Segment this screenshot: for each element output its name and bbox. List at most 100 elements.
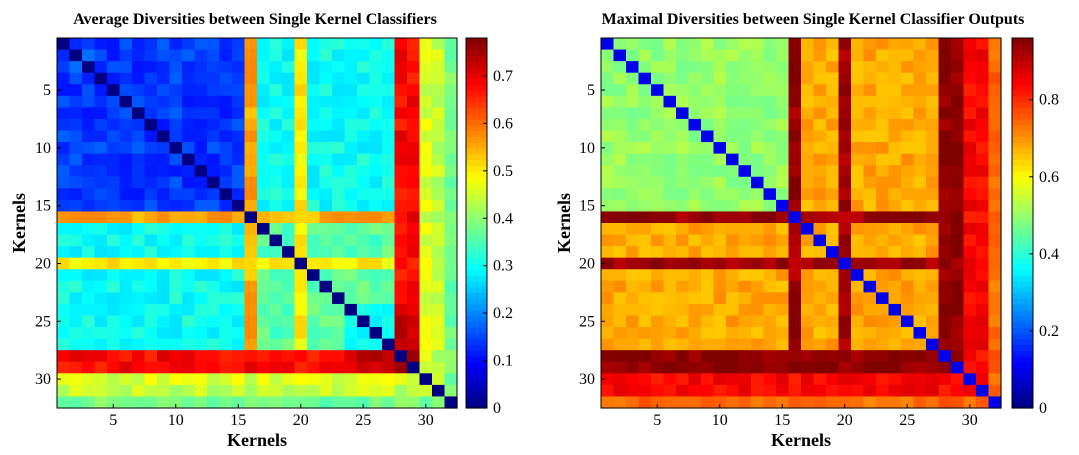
heatmap-cell: [751, 373, 765, 386]
colorbar-tick-label: 0.1: [493, 353, 513, 370]
heatmap-cell: [432, 38, 446, 51]
heatmap-cell: [976, 373, 990, 386]
heatmap-cell: [688, 153, 702, 166]
heatmap-cell: [751, 257, 765, 270]
heatmap-cell: [357, 95, 371, 108]
heatmap-cell: [763, 338, 777, 351]
heatmap-cell: [813, 188, 827, 201]
heatmap-cell: [344, 350, 358, 363]
heatmap-cell: [119, 72, 133, 85]
heatmap-cell: [663, 223, 677, 236]
heatmap-cell: [207, 246, 221, 259]
heatmap-cell: [107, 49, 121, 62]
heatmap-cell: [94, 315, 108, 328]
heatmap-cell: [444, 280, 458, 293]
heatmap-cell: [638, 165, 652, 178]
heatmap-cell: [82, 107, 96, 120]
heatmap-cell: [69, 165, 83, 178]
heatmap-cell: [863, 280, 877, 293]
y-tick-label: 30: [35, 371, 51, 388]
heatmap-cell: [776, 176, 790, 189]
heatmap-cell: [394, 61, 408, 74]
heatmap-cell: [394, 199, 408, 213]
heatmap-cell: [319, 373, 333, 386]
heatmap-cell: [419, 84, 433, 97]
heatmap-cell: [157, 361, 171, 374]
heatmap-cell: [751, 84, 765, 97]
heatmap-cell: [663, 165, 677, 178]
heatmap-cell: [713, 61, 727, 74]
heatmap-cell: [219, 361, 233, 374]
heatmap-cell: [988, 142, 1002, 155]
heatmap-cell: [713, 49, 727, 62]
heatmap-cell: [676, 188, 690, 201]
heatmap-cell: [863, 165, 877, 178]
heatmap-cell: [257, 361, 271, 374]
heatmap-cell: [626, 107, 640, 120]
heatmap-cell: [851, 165, 865, 178]
heatmap-cell: [132, 361, 146, 374]
heatmap-cell: [294, 130, 308, 143]
heatmap-cell: [726, 327, 740, 340]
heatmap-cell: [901, 315, 915, 328]
heatmap-cell: [207, 38, 221, 51]
heatmap-cell: [801, 223, 815, 236]
heatmap-cell: [369, 84, 383, 97]
heatmap-cell: [432, 95, 446, 108]
heatmap-cell: [626, 165, 640, 178]
heatmap-cell: [357, 107, 371, 120]
heatmap-cell: [876, 199, 890, 213]
heatmap-cell: [419, 153, 433, 166]
heatmap-cell: [269, 303, 283, 317]
heatmap-cell: [194, 176, 208, 189]
heatmap-cell: [407, 327, 421, 340]
heatmap-cell: [951, 130, 965, 143]
heatmap-cell: [676, 327, 690, 340]
heatmap-cell: [713, 338, 727, 351]
heatmap-cell: [57, 327, 71, 340]
heatmap-cell: [57, 384, 71, 398]
heatmap-cell: [913, 269, 927, 282]
heatmap-cell: [57, 38, 71, 51]
heatmap-cell: [407, 384, 421, 398]
heatmap-cell: [144, 361, 158, 374]
colorbar-swatch: [466, 211, 487, 218]
heatmap-cell: [801, 315, 815, 328]
heatmap-cell: [269, 211, 283, 224]
heatmap-cell: [613, 361, 627, 374]
heatmap-cell: [407, 95, 421, 108]
heatmap-cell: [826, 107, 840, 120]
heatmap-cell: [713, 292, 727, 305]
heatmap-cell: [57, 165, 71, 178]
heatmap-cell: [976, 84, 990, 97]
heatmap-cell: [169, 292, 183, 305]
heatmap-cell: [444, 269, 458, 282]
heatmap-cell: [988, 188, 1002, 201]
heatmap-cell: [651, 315, 665, 328]
heatmap-cell: [294, 84, 308, 97]
heatmap-cell: [182, 292, 196, 305]
heatmap-cell: [751, 292, 765, 305]
heatmap-cell: [626, 153, 640, 166]
heatmap-cell: [663, 61, 677, 74]
heatmap-cell: [688, 396, 702, 409]
heatmap-cell: [726, 257, 740, 270]
heatmap-cell: [207, 303, 221, 317]
heatmap-cell: [194, 396, 208, 409]
heatmap-cell: [432, 292, 446, 305]
heatmap-cell: [688, 142, 702, 155]
heatmap-cell: [69, 176, 83, 189]
heatmap-cell: [613, 107, 627, 120]
heatmap-cell: [82, 269, 96, 282]
heatmap-cell: [688, 130, 702, 143]
heatmap-cell: [876, 361, 890, 374]
heatmap-cell: [94, 234, 108, 247]
heatmap-cell: [801, 292, 815, 305]
heatmap-cell: [369, 327, 383, 340]
heatmap-cell: [763, 234, 777, 247]
heatmap-cell: [976, 211, 990, 224]
heatmap-cell: [826, 373, 840, 386]
heatmap-cell: [888, 280, 902, 293]
heatmap-cell: [107, 327, 121, 340]
